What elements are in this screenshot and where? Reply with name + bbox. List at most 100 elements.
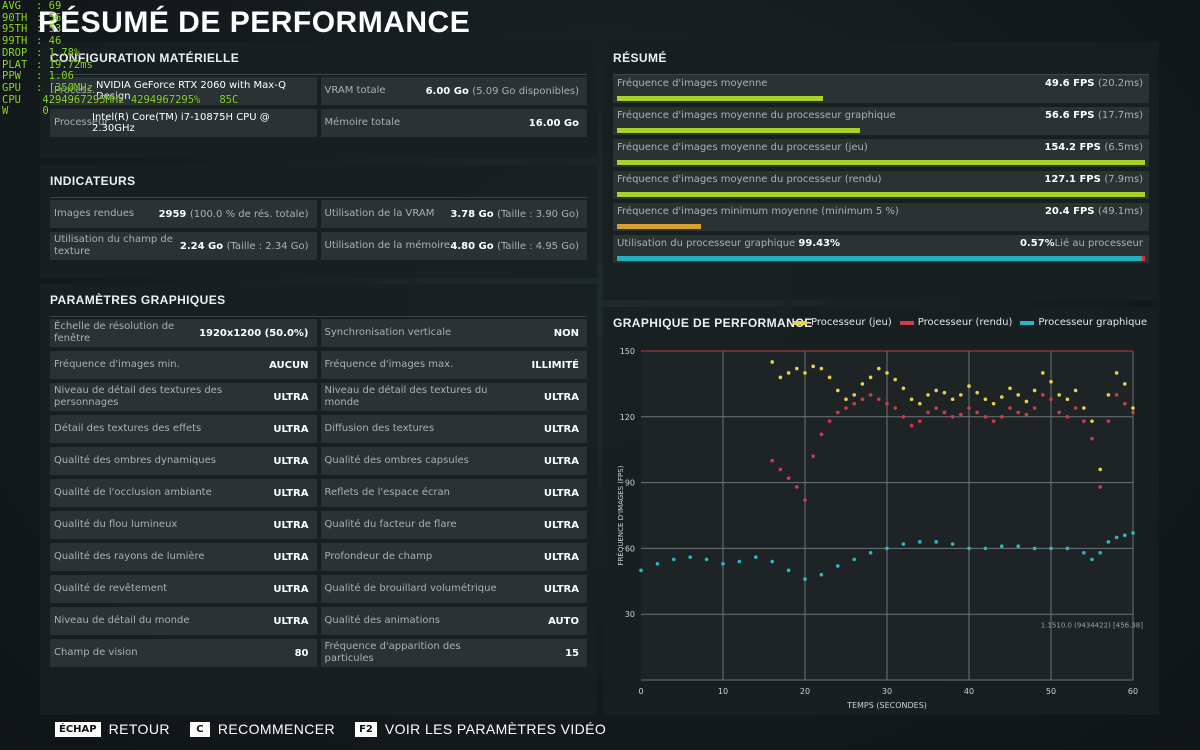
data-point	[967, 384, 971, 388]
data-point	[1098, 485, 1102, 489]
data-point	[795, 366, 799, 371]
summary-value: 49.6 FPS (20.2ms)	[1045, 78, 1143, 89]
x-tick-label: 30	[882, 687, 892, 696]
data-point	[1000, 395, 1004, 399]
setting-value: ULTRA	[273, 583, 309, 595]
x-tick-label: 20	[800, 687, 810, 696]
f2-key-hint: F2	[355, 721, 377, 737]
overlay-key: CPU	[2, 93, 21, 106]
y-tick-label: 60	[625, 544, 635, 553]
summary-label: Fréquence d'images moyenne du processeur…	[617, 174, 882, 185]
data-point	[991, 401, 996, 406]
vram-usage-amount: 3.78 Go	[450, 208, 494, 220]
overlay-value: : 53	[36, 23, 62, 36]
data-point	[868, 550, 873, 555]
restart-button[interactable]: C RECOMMENCER	[189, 721, 335, 737]
data-point	[877, 397, 881, 402]
data-point	[1016, 410, 1020, 415]
data-point	[795, 485, 799, 489]
cpu-bound-label: Lié au processeur	[1054, 238, 1143, 249]
data-point	[786, 476, 791, 481]
setting-label: Qualité des rayons de lumière	[54, 551, 205, 562]
summary-value: 154.2 FPS (6.5ms)	[1044, 142, 1143, 153]
setting-row: Qualité de brouillard volumétrique ULTRA	[320, 575, 587, 603]
x-tick-label: 40	[964, 687, 974, 696]
memory-usage-amount: 4.80 Go	[450, 240, 494, 252]
overlay-key: 95TH	[2, 23, 28, 36]
data-point	[819, 432, 824, 437]
setting-label: Synchronisation verticale	[324, 327, 452, 338]
overlay-row: W 0	[2, 106, 238, 118]
overlay-key: W	[2, 105, 9, 118]
data-point	[934, 406, 938, 410]
data-point	[1032, 546, 1037, 551]
footer-bar: ÉCHAP RETOUR C RECOMMENCER F2 VOIR LES P…	[55, 721, 606, 737]
chart-title: GRAPHIQUE DE PERFORMANCE	[613, 316, 813, 330]
data-point	[1049, 546, 1053, 551]
gpu-usage-label: Utilisation du processeur graphique 99.4…	[617, 238, 840, 249]
setting-value: ULTRA	[273, 551, 309, 563]
overlay-row: GPU: [35ØMHz	[2, 81, 238, 95]
data-point	[1123, 533, 1127, 538]
data-point	[959, 412, 963, 417]
data-point	[950, 397, 955, 402]
settings-title: PARAMÈTRES GRAPHIQUES	[50, 284, 587, 317]
legend-item: Processeur graphique	[1020, 317, 1147, 328]
overlay-key: 99TH	[2, 35, 28, 48]
settings-grid: Échelle de résolution de fenêtre 1920x120…	[50, 319, 587, 667]
summary-value: 56.6 FPS (17.7ms)	[1045, 110, 1143, 121]
data-point	[1106, 540, 1111, 544]
setting-value: AUCUN	[269, 359, 309, 371]
data-point	[983, 397, 988, 402]
texture-amount: 2.24 Go	[179, 240, 224, 252]
legend-swatch	[899, 320, 914, 325]
data-point	[893, 406, 897, 410]
summary-ms: (17.7ms)	[1097, 110, 1143, 121]
cpu-bound-value: 0.57%Lié au processeur	[1020, 238, 1143, 249]
summary-fps: 154.2 FPS	[1044, 142, 1101, 153]
gpu-cell: Process. NVIDIA GeForce RTX 2060 with Ma…	[50, 77, 317, 105]
setting-value: NON	[553, 327, 579, 339]
setting-label: Qualité des ombres dynamiques	[54, 455, 216, 466]
data-point	[655, 561, 660, 566]
back-button[interactable]: ÉCHAP RETOUR	[55, 721, 170, 737]
data-point	[934, 388, 938, 393]
data-point	[959, 393, 963, 397]
setting-value: ULTRA	[273, 455, 309, 467]
data-point	[1098, 550, 1102, 555]
summary-ms: (49.1ms)	[1097, 206, 1143, 217]
vram-usage-value: 3.78 Go (Taille : 3.90 Go)	[450, 209, 579, 220]
setting-label: Fréquence d'images max.	[324, 359, 454, 370]
data-point	[860, 397, 865, 402]
data-point	[918, 401, 922, 406]
setting-value: ULTRA	[273, 391, 309, 403]
summary-bar	[617, 96, 823, 101]
setting-value: 15	[565, 647, 579, 659]
data-point	[1032, 388, 1037, 393]
data-point	[1057, 410, 1061, 415]
data-point	[909, 397, 914, 402]
data-point	[991, 419, 996, 423]
cpu-bound-percent: 0.57%	[1019, 238, 1055, 249]
setting-value: ULTRA	[543, 423, 579, 435]
x-tick-label: 60	[1128, 687, 1138, 696]
video-settings-button[interactable]: F2 VOIR LES PARAMÈTRES VIDÉO	[355, 721, 606, 737]
data-point	[1016, 544, 1020, 549]
y-tick-label: 90	[625, 479, 635, 488]
data-point	[1008, 386, 1012, 391]
data-point	[827, 375, 832, 380]
data-point	[1106, 393, 1111, 397]
summary-ms: (6.5ms)	[1104, 142, 1143, 153]
summary-label: Fréquence d'images moyenne du processeur…	[617, 110, 896, 121]
overlay-key: PLAT	[2, 58, 28, 71]
data-point	[926, 393, 930, 397]
setting-label: Qualité de l'occlusion ambiante	[54, 487, 212, 498]
setting-label: Diffusion des textures	[324, 423, 435, 434]
data-point	[1082, 550, 1086, 555]
setting-value: ULTRA	[273, 423, 309, 435]
summary-label: Fréquence d'images moyenne	[617, 78, 768, 89]
texture-value: 2.24 Go (Taille : 2.34 Go)	[180, 241, 309, 252]
data-point	[860, 382, 865, 386]
setting-row: Synchronisation verticale NON	[320, 319, 587, 347]
overlay-value: : [35ØMHz	[36, 81, 93, 94]
